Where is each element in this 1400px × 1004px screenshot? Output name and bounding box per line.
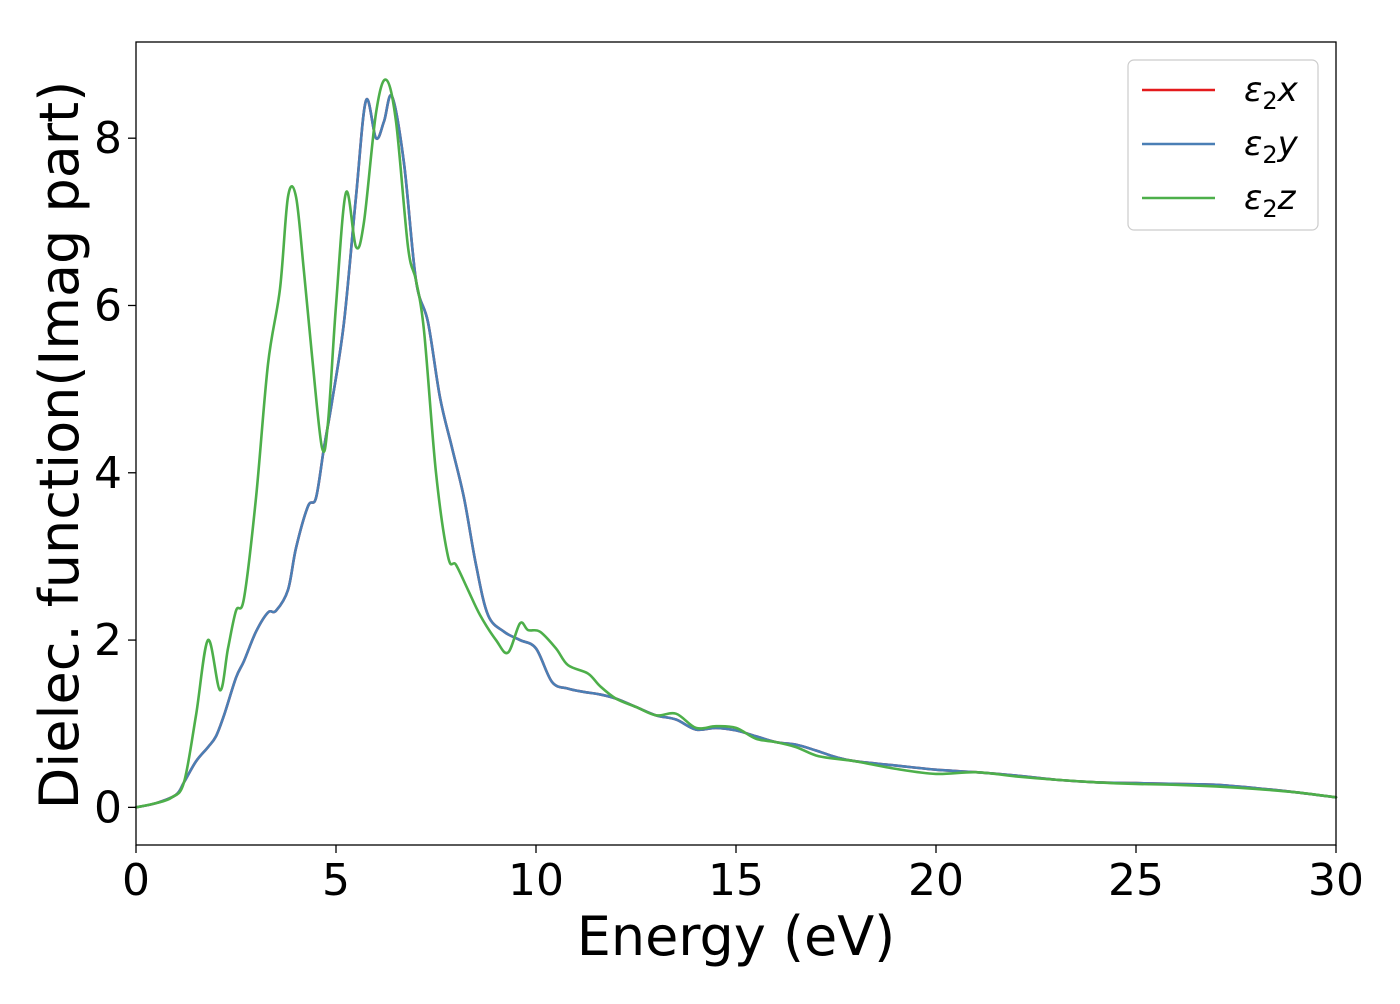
- y-axis-title: Dielec. function(Imag part): [28, 81, 91, 810]
- series-layer: [134, 78, 1338, 809]
- x-axis-title: Energy (eV): [577, 905, 896, 968]
- ticks-layer: 0 5 10 15 20 25 30 0 2 4 6 8: [94, 113, 1364, 906]
- x-tick-label: 20: [908, 855, 964, 906]
- y-tick-label: 6: [94, 280, 122, 331]
- x-tick-label: 5: [322, 855, 350, 906]
- legend-label-z: ε2z: [1244, 178, 1297, 223]
- y-tick-label: 8: [94, 113, 122, 164]
- series-line-z: [134, 78, 1338, 809]
- y-tick-label: 2: [94, 615, 122, 666]
- x-tick-label: 10: [508, 855, 564, 906]
- legend-frame: [1127, 59, 1319, 231]
- legend-label-x: ε2x: [1244, 70, 1299, 115]
- y-tick-label: 4: [94, 448, 122, 499]
- x-tick-label: 15: [708, 855, 764, 906]
- series-line-y: [134, 93, 1338, 809]
- x-tick-label: 0: [122, 855, 150, 906]
- y-tick-label: 0: [94, 782, 122, 833]
- legend: ε2x ε2y ε2z: [1127, 59, 1319, 231]
- x-tick-label: 30: [1308, 855, 1364, 906]
- legend-label-y: ε2y: [1244, 124, 1299, 169]
- x-tick-label: 25: [1108, 855, 1164, 906]
- legend-items: ε2x ε2y ε2z: [1142, 70, 1299, 223]
